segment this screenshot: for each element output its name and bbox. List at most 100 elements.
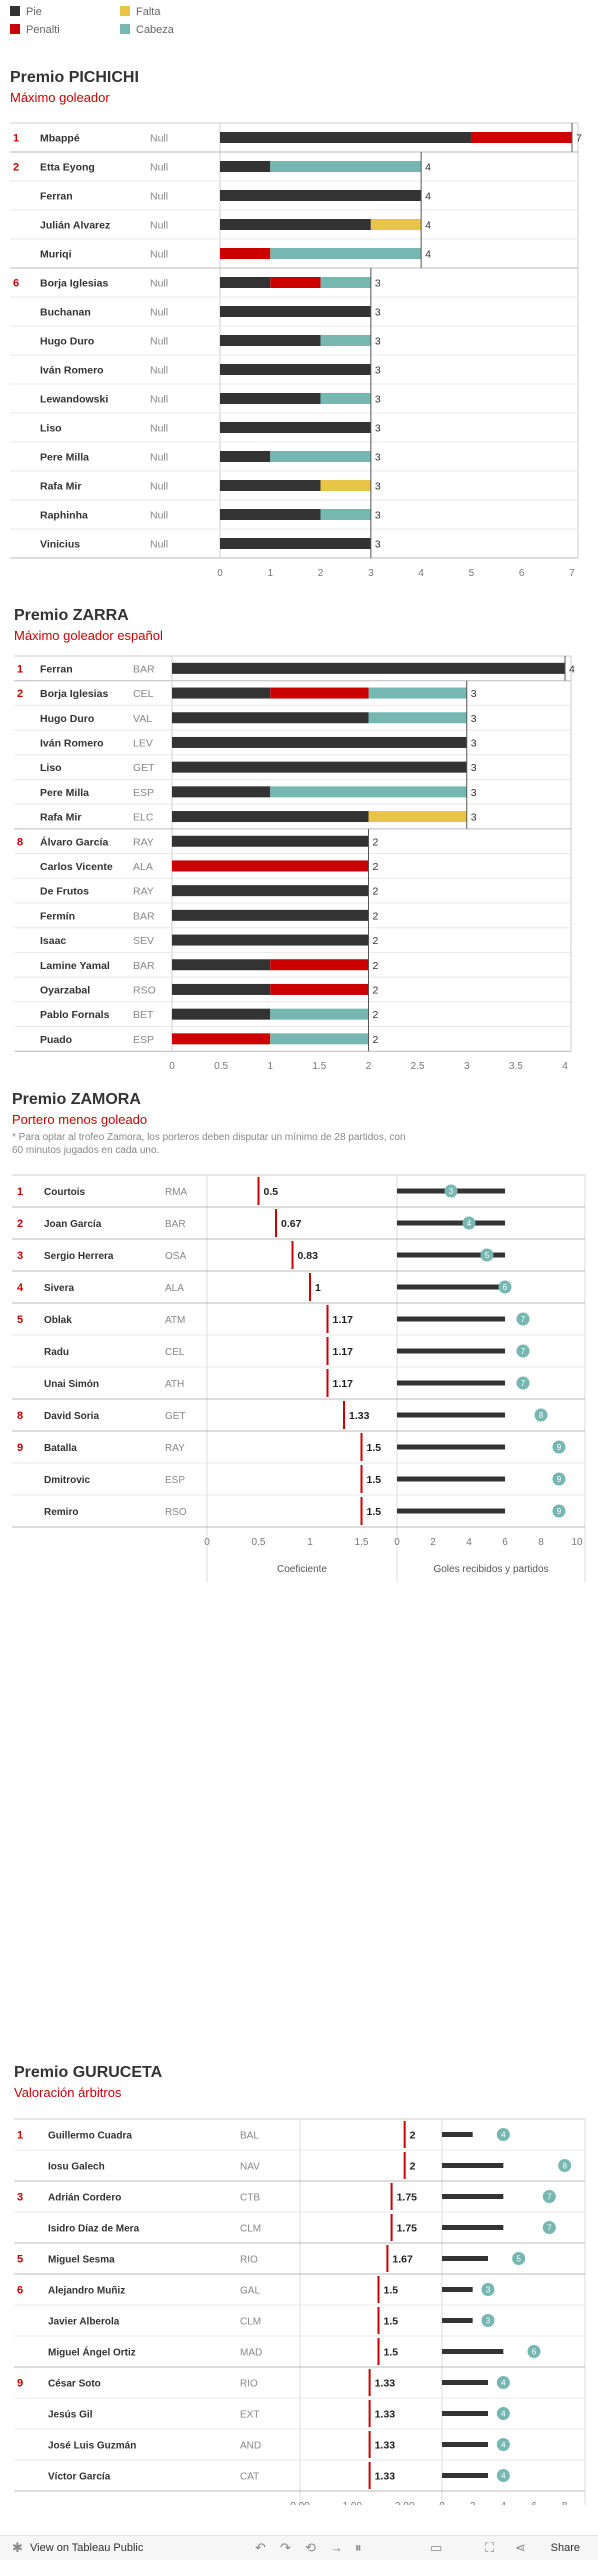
team-label: ESP xyxy=(165,1475,185,1486)
goals-tick-label: 2 xyxy=(470,2501,476,2505)
player-name: Iván Romero xyxy=(40,365,104,377)
bar-segment-pie xyxy=(220,161,271,172)
name-label: Oblak xyxy=(44,1315,72,1326)
goals-tick-label: 4 xyxy=(466,1537,472,1548)
coef-label: 1.33 xyxy=(375,2378,396,2390)
bar-segment-pie xyxy=(220,277,271,288)
bar-total-label: 4 xyxy=(569,663,575,675)
revert-icon[interactable]: ⟲ xyxy=(305,2540,316,2555)
bar-segment-falta xyxy=(370,219,422,230)
goals-dot xyxy=(480,1248,494,1262)
name-label: Isidro Díaz de Mera xyxy=(48,2224,140,2235)
rank-label: 5 xyxy=(17,1314,23,1326)
forward-icon[interactable]: → xyxy=(330,2540,343,2555)
rank-label: 4 xyxy=(17,1282,24,1294)
player-name: Carlos Vicente xyxy=(40,861,113,873)
goals-dot xyxy=(496,2438,510,2451)
name-label: Courtois xyxy=(44,1187,86,1198)
view-on-tableau-link[interactable]: View on Tableau Public xyxy=(30,2542,144,2554)
goals-tick-label: 4 xyxy=(501,2501,507,2505)
team-label: Null xyxy=(150,510,168,522)
x-tick-label: 7 xyxy=(569,568,575,579)
rank-label: 6 xyxy=(17,2285,23,2297)
chart-subtitle: Máximo goleador español xyxy=(14,628,163,643)
x-tick-label: 1.5 xyxy=(312,1061,326,1072)
coef-label: 0.5 xyxy=(264,1186,279,1198)
name-label: Unai Simón xyxy=(44,1379,99,1390)
bar-segment-pie xyxy=(220,480,321,491)
team-label: Null xyxy=(150,133,168,145)
goals-dot xyxy=(512,2252,526,2265)
team-label: RIO xyxy=(240,2379,258,2390)
team-label: NAV xyxy=(240,2162,260,2173)
coef-tick-label: 0.00 xyxy=(290,2501,310,2505)
goals-dot-label: 7 xyxy=(521,1315,526,1324)
coef-tick-label: 0.5 xyxy=(252,1537,266,1548)
coef-label: 2 xyxy=(410,2130,416,2142)
bar-segment-penalti xyxy=(270,983,369,995)
bar-total-label: 3 xyxy=(471,812,477,824)
name-label: Alejandro Muñiz xyxy=(48,2286,125,2297)
team-label: BET xyxy=(133,1009,154,1021)
player-name: Raphinha xyxy=(40,510,88,522)
coef-label: 0.83 xyxy=(297,1250,318,1262)
undo-icon[interactable]: ↶ xyxy=(255,2540,266,2555)
bar-total-label: 2 xyxy=(373,861,379,873)
chart-subtitle: Valoración árbitros xyxy=(14,2085,122,2100)
player-name: Hugo Duro xyxy=(40,713,94,725)
team-label: ESP xyxy=(133,787,154,799)
coef-label: 1.5 xyxy=(367,1442,382,1454)
goals-tick-label: 6 xyxy=(531,2501,537,2505)
team-label: RIO xyxy=(240,2255,258,2266)
bar-segment-pie xyxy=(220,538,371,549)
bar-total-label: 3 xyxy=(471,787,477,799)
presentation-icon[interactable]: ▭ xyxy=(430,2540,443,2555)
goals-dot-label: 7 xyxy=(521,1347,526,1356)
share-icon[interactable]: ⋖ xyxy=(515,2540,526,2555)
fullscreen-icon[interactable]: ⛶ xyxy=(485,2540,495,2555)
name-label: Miguel Ángel Ortiz xyxy=(48,2346,136,2359)
bar-total-label: 3 xyxy=(471,713,477,725)
goals-tick-label: 2 xyxy=(430,1537,436,1548)
redo-icon[interactable]: ↷ xyxy=(280,2540,291,2555)
bar-segment-falta xyxy=(368,811,467,823)
rank-label: 6 xyxy=(13,278,19,290)
team-label: ATH xyxy=(165,1379,184,1390)
bar-segment-penalti xyxy=(270,277,321,288)
name-label: Radu xyxy=(44,1347,69,1358)
coef-label: 1 xyxy=(315,1282,321,1294)
bar-total-label: 3 xyxy=(471,762,477,774)
goals-dot xyxy=(542,2221,556,2234)
player-name: Julián Alvarez xyxy=(40,220,110,232)
team-label: RMA xyxy=(165,1187,188,1198)
team-label: CEL xyxy=(165,1347,185,1358)
player-name: Muriqi xyxy=(40,249,72,261)
legend-swatch xyxy=(120,6,130,16)
pause-icon[interactable]: ⏸ xyxy=(355,2540,362,2555)
coef-label: 1.5 xyxy=(384,2285,399,2297)
legend-label: Pie xyxy=(26,6,42,18)
name-label: Guillermo Cuadra xyxy=(48,2131,132,2142)
coef-label: 1.67 xyxy=(392,2254,413,2266)
rank-label: 2 xyxy=(13,162,19,174)
x-tick-label: 3 xyxy=(464,1061,470,1072)
player-name: Rafa Mir xyxy=(40,812,81,824)
coef-axis-title: Coeficiente xyxy=(277,1564,327,1575)
team-label: Null xyxy=(150,307,168,319)
bar-total-label: 3 xyxy=(375,452,381,464)
bar-segment-pie xyxy=(220,509,321,520)
goals-dot xyxy=(558,2159,572,2172)
bar-segment-cabeza xyxy=(270,451,371,462)
share-button[interactable]: Share xyxy=(550,2542,580,2554)
team-label: OSA xyxy=(165,1251,186,1262)
goals-dot xyxy=(516,1376,530,1390)
bar-total-label: 3 xyxy=(375,278,381,290)
goals-dot-label: 4 xyxy=(501,2472,506,2481)
name-label: Joan García xyxy=(44,1219,102,1230)
team-label: Null xyxy=(150,336,168,348)
x-tick-label: 2.5 xyxy=(411,1061,425,1072)
x-tick-label: 2 xyxy=(366,1061,372,1072)
coef-tick-label: 1.00 xyxy=(343,2501,363,2505)
player-name: De Frutos xyxy=(40,886,89,898)
goals-dot xyxy=(496,2376,510,2389)
